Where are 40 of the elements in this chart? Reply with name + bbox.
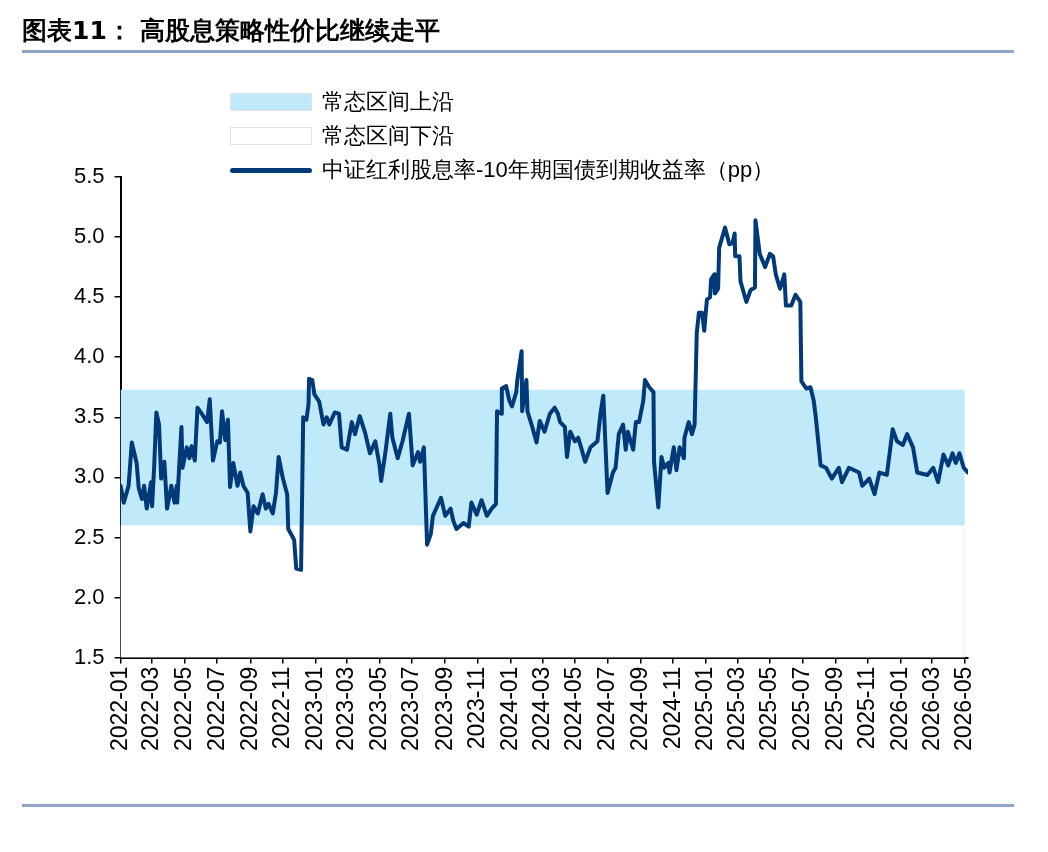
y-tick-label: 4.0 (73, 343, 105, 369)
x-tick-label: 2022-05 (170, 666, 196, 752)
x-tick-label: 2023-03 (332, 666, 359, 752)
chart-title: 图表11： 高股息策略性价比继续走平 (22, 15, 441, 47)
x-tick-label: 2022-07 (202, 666, 229, 752)
x-tick-label: 2025-03 (722, 666, 749, 752)
x-tick-label: 2023-01 (300, 666, 327, 752)
y-tick-label: 2.0 (73, 583, 105, 609)
legend-label: 常态区间下沿 (322, 122, 454, 150)
x-tick-label: 2025-07 (787, 666, 814, 752)
x-tick-label: 2023-11 (463, 666, 490, 750)
x-tick-label: 2025-01 (691, 666, 718, 752)
x-tick-label: 2023-07 (397, 666, 424, 752)
x-tick-label: 2025-11 (853, 666, 880, 750)
y-tick-label: 5.5 (73, 163, 105, 189)
x-tick-label: 2022-03 (137, 666, 164, 752)
x-tick-label: 2022-11 (268, 666, 295, 750)
y-tick-label: 3.0 (73, 463, 105, 489)
x-tick-label: 2023-09 (430, 666, 457, 752)
y-tick-label: 3.5 (73, 403, 105, 429)
x-tick-label: 2024-01 (495, 666, 522, 752)
x-tick-label: 2024-07 (592, 666, 619, 752)
x-tick-label: 2025-09 (820, 666, 847, 752)
x-tick-label: 2024-03 (527, 666, 554, 752)
legend-label: 中证红利股息率-10年期国债到期收益率（pp） (322, 156, 775, 184)
x-tick-label: 2022-09 (235, 666, 262, 752)
x-tick-label: 2024-09 (626, 666, 653, 752)
x-tick-label: 2023-05 (364, 666, 391, 752)
x-tick-label: 2024-05 (560, 666, 587, 752)
x-tick-label: 2022-01 (105, 666, 132, 752)
x-tick-label: 2026-03 (917, 666, 944, 752)
x-tick-label: 2024-11 (658, 666, 685, 750)
y-tick-label: 4.5 (73, 283, 105, 309)
x-tick-label: 2026-01 (886, 666, 913, 752)
x-tick-label: 2026-05 (950, 666, 977, 752)
y-tick-label: 2.5 (73, 523, 105, 549)
x-tick-label: 2025-05 (755, 666, 782, 752)
y-tick-label: 1.5 (73, 643, 105, 669)
y-tick-label: 5.0 (73, 223, 105, 249)
legend-label: 常态区间上沿 (322, 88, 454, 116)
